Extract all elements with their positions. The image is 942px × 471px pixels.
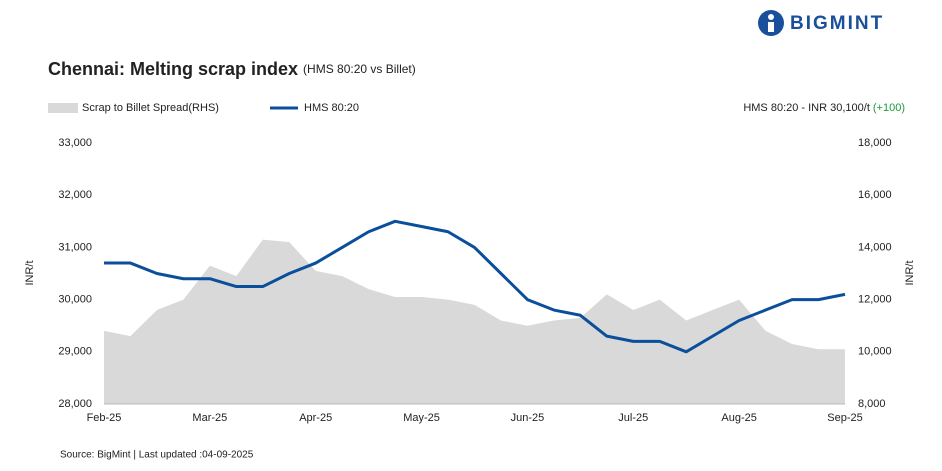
y-tick-label: 31,000 [58, 241, 92, 253]
y2-tick-label: 12,000 [858, 294, 892, 306]
chart-title: Chennai: Melting scrap index (HMS 80:20 v… [48, 59, 416, 79]
x-tick-label: May-25 [403, 412, 440, 424]
subtitle: (HMS 80:20 vs Billet) [303, 62, 416, 76]
source: Source: BigMint | Last updated :04-09-20… [60, 450, 254, 461]
annotation-text: HMS 80:20 - INR 30,100/t [743, 102, 870, 114]
y-tick-label: 28,000 [58, 398, 92, 410]
annotation: HMS 80:20 - INR 30,100/t (+100) [743, 102, 905, 114]
legend-label: Scrap to Billet Spread(RHS) [82, 102, 219, 114]
brand: BIGMINT [790, 13, 884, 34]
hms-line [104, 219, 846, 354]
x-tick-label: Feb-25 [87, 412, 122, 424]
y2-tick-label: 18,000 [858, 137, 892, 149]
x-tick-label: Apr-25 [299, 412, 332, 424]
y2-axis-label: INR/t [904, 260, 916, 285]
annotation-change: (+100) [873, 102, 905, 114]
title: Chennai: Melting scrap index [48, 59, 298, 79]
y-tick-label: 30,000 [58, 294, 92, 306]
legend-swatch [48, 103, 78, 113]
y-tick-label: 29,000 [58, 346, 92, 358]
y2-tick-label: 16,000 [858, 189, 892, 201]
x-tick-label: Aug-25 [721, 412, 756, 424]
y-tick-label: 32,000 [58, 189, 92, 201]
logo: BIGMINT [758, 10, 884, 36]
y-axis-label: INR/t [24, 260, 36, 285]
y-tick-label: 33,000 [58, 137, 92, 149]
y2-tick-label: 8,000 [858, 398, 886, 410]
x-tick-label: Sep-25 [827, 412, 862, 424]
x-tick-label: Mar-25 [192, 412, 227, 424]
logo-icon-dot [768, 14, 774, 20]
spread-area [104, 239, 845, 404]
legend-label: HMS 80:20 [304, 102, 359, 114]
y2-tick-label: 10,000 [858, 346, 892, 358]
x-tick-label: Jun-25 [511, 412, 545, 424]
y2-tick-label: 14,000 [858, 241, 892, 253]
logo-icon-body [768, 22, 774, 32]
x-tick-label: Jul-25 [618, 412, 648, 424]
